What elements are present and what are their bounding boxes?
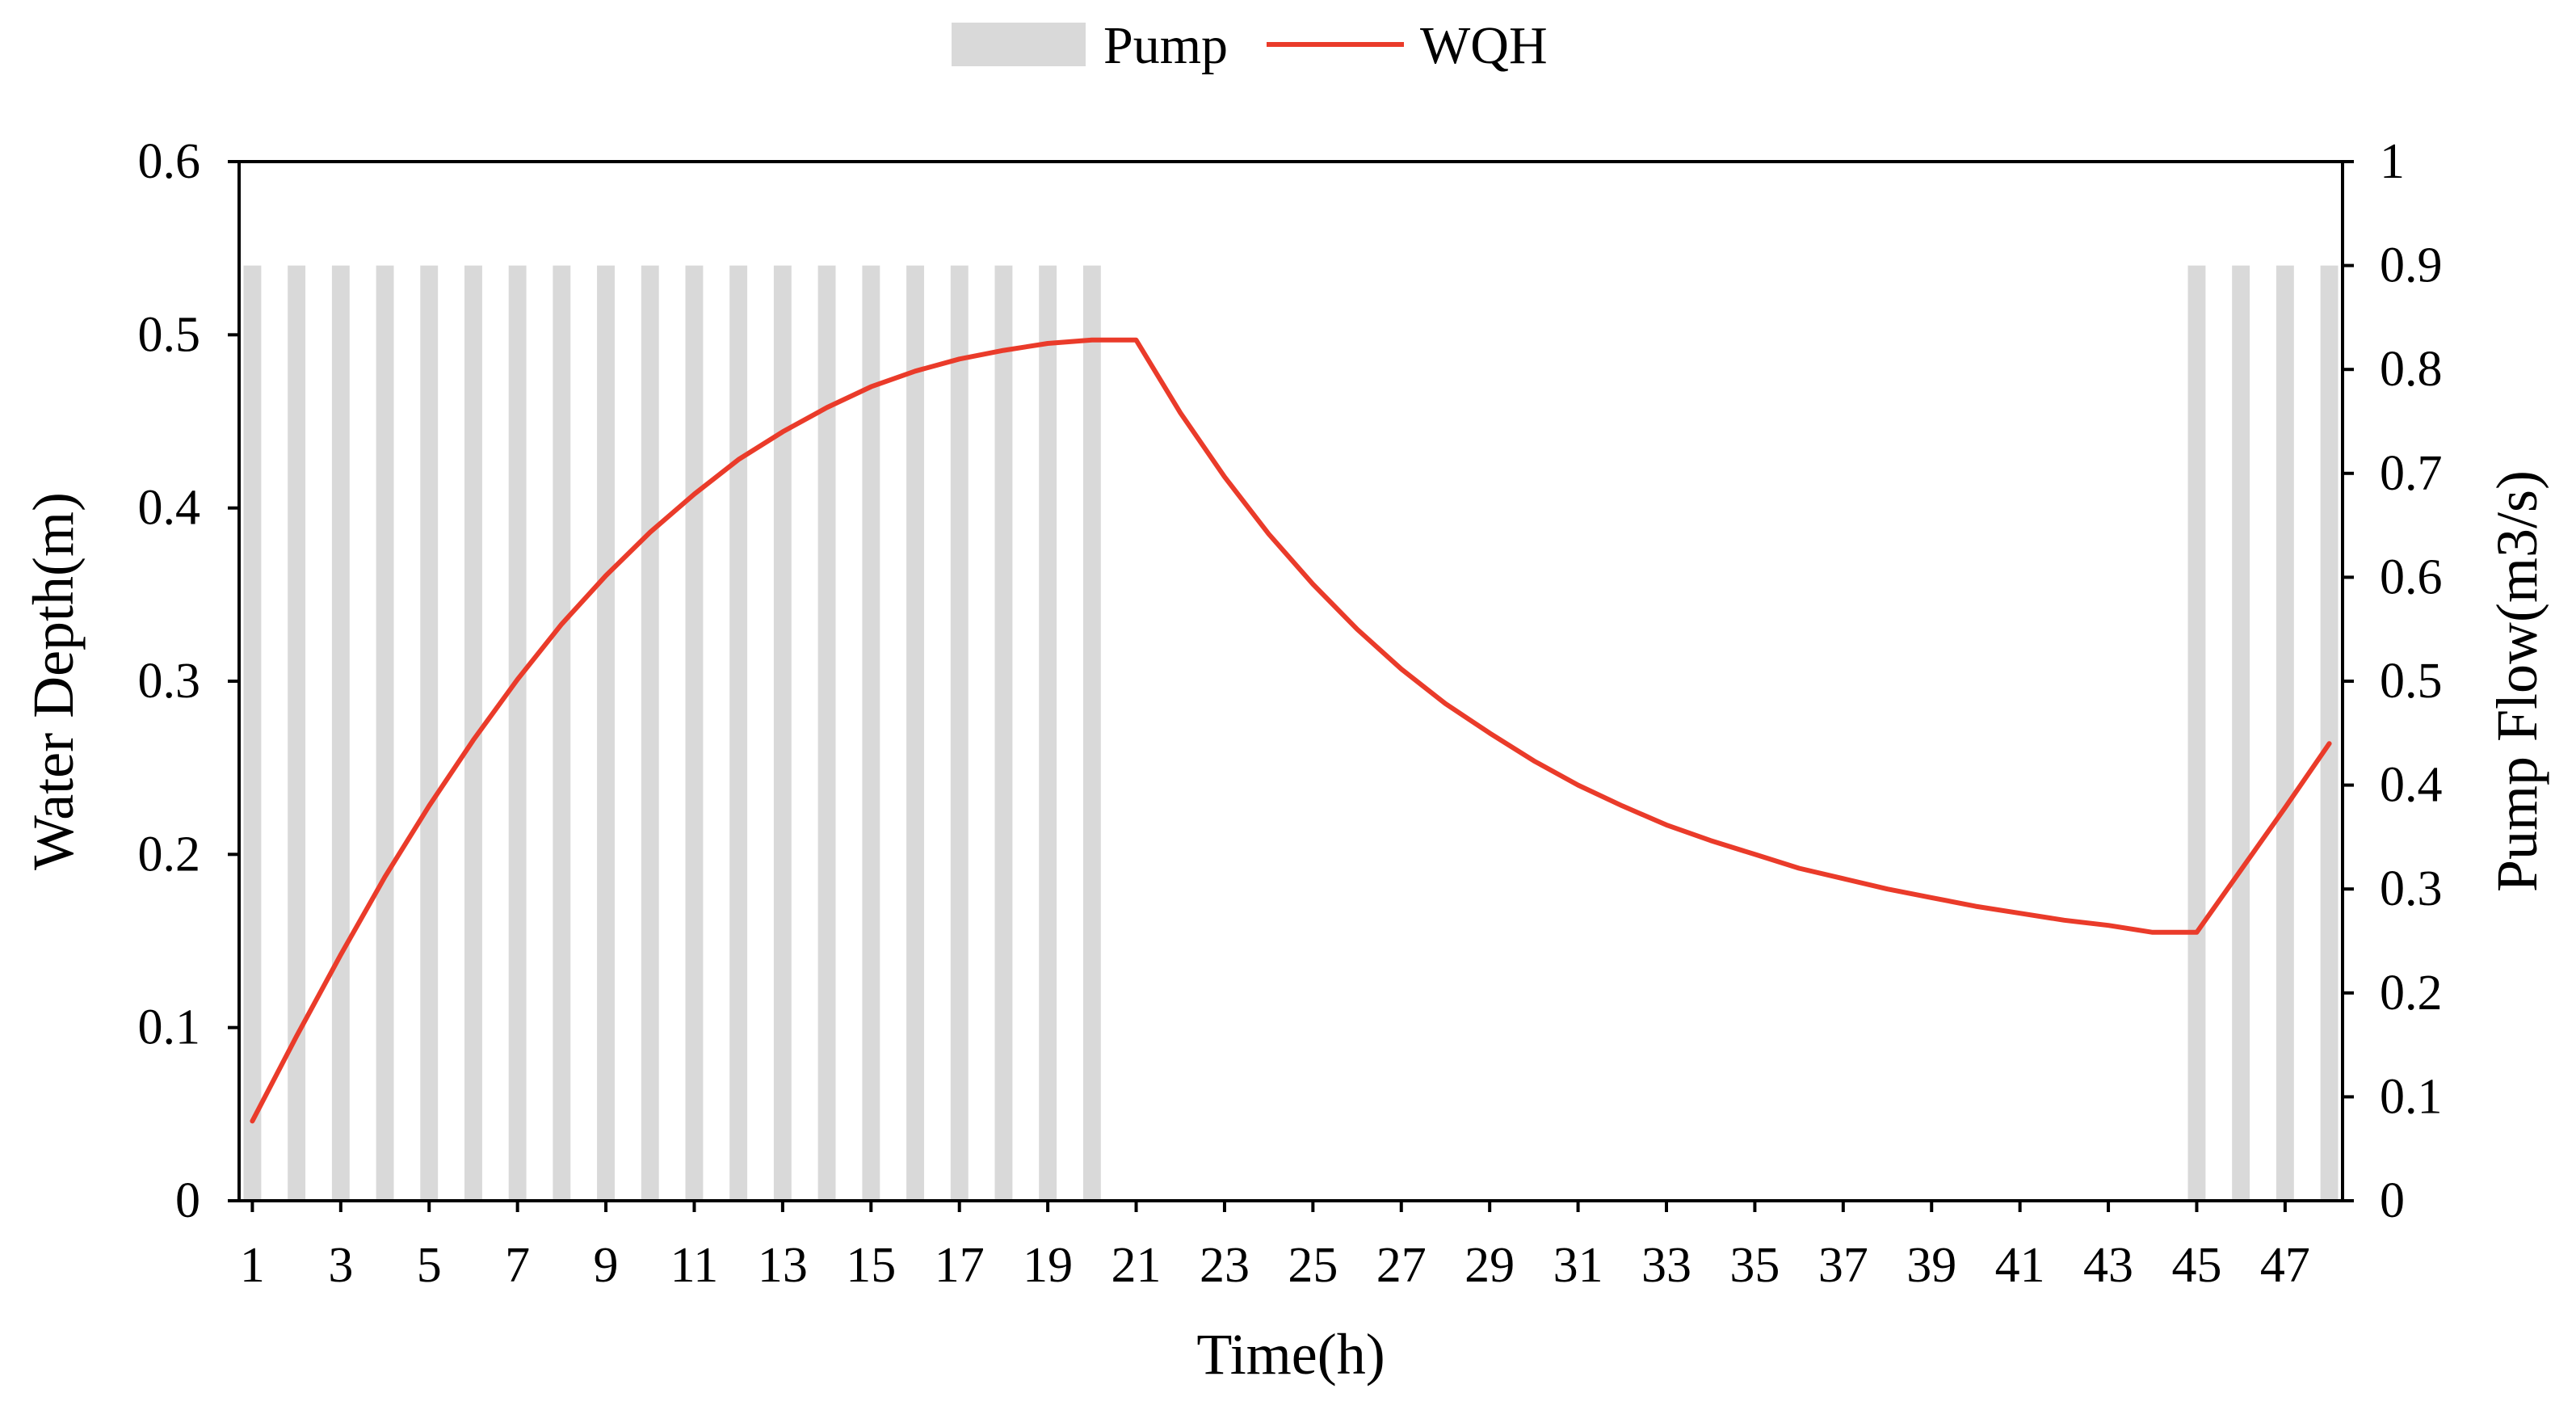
pump-bar xyxy=(243,265,262,1202)
pump-bar xyxy=(2232,265,2250,1202)
x-tick-label: 29 xyxy=(1464,1238,1515,1293)
y-left-tick-label: 0.6 xyxy=(138,134,201,189)
y-right-tick-label: 0.6 xyxy=(2380,549,2443,604)
x-tick-label: 19 xyxy=(1023,1238,1073,1293)
axis-ticks xyxy=(228,160,2354,1212)
pump-bar xyxy=(2187,265,2206,1202)
legend: Pump WQH xyxy=(952,16,1548,75)
tick-labels: 0 0.1 0.2 0.3 0.4 0.5 0.6 0 0.1 0.2 0.3 0.4 0.5 0.6 0.… xyxy=(138,134,2443,1293)
x-tick-label: 1 xyxy=(240,1238,265,1293)
x-tick-label: 17 xyxy=(935,1238,985,1293)
y-left-tick-label: 0 xyxy=(175,1173,200,1228)
x-tick-label: 13 xyxy=(758,1238,808,1293)
y-right-tick-label: 0.8 xyxy=(2380,342,2443,397)
pump-bar xyxy=(729,265,748,1202)
pump-bar xyxy=(1039,265,1057,1202)
y-right-tick-label: 0.1 xyxy=(2380,1069,2443,1124)
y-right-tick-label: 0.7 xyxy=(2380,446,2443,501)
pump-bar xyxy=(376,265,394,1202)
pump-bar xyxy=(641,265,659,1202)
x-tick-label: 11 xyxy=(670,1238,719,1293)
x-tick-label: 5 xyxy=(417,1238,442,1293)
x-tick-label: 31 xyxy=(1553,1238,1603,1293)
y-right-tick-label: 0.9 xyxy=(2380,238,2443,293)
y-right-tick-label: 0 xyxy=(2380,1173,2405,1228)
x-tick-label: 35 xyxy=(1729,1238,1780,1293)
pump-bar xyxy=(685,265,704,1202)
y-left-tick-label: 0.3 xyxy=(138,654,201,709)
pump-bar xyxy=(950,265,969,1202)
y-right-tick-label: 0.3 xyxy=(2380,861,2443,916)
y-right-axis-title: Pump Flow(m3/s) xyxy=(2485,470,2549,892)
x-tick-label: 7 xyxy=(505,1238,530,1293)
pump-bar xyxy=(597,265,615,1202)
x-tick-label: 23 xyxy=(1200,1238,1250,1293)
pump-bar xyxy=(906,265,924,1202)
wqh-line-layer xyxy=(250,337,2332,1124)
x-axis-title: Time(h) xyxy=(1196,1322,1385,1387)
wqh-line xyxy=(250,337,2332,1124)
pump-bar xyxy=(288,265,306,1202)
y-left-tick-label: 0.1 xyxy=(138,1000,201,1055)
x-tick-label: 45 xyxy=(2171,1238,2221,1293)
x-tick-label: 47 xyxy=(2260,1238,2310,1293)
y-right-tick-label: 0.4 xyxy=(2380,758,2443,813)
y-right-tick-label: 0.2 xyxy=(2380,966,2443,1021)
y-left-tick-label: 0.5 xyxy=(138,307,201,362)
pump-bar xyxy=(464,265,482,1202)
x-tick-label: 41 xyxy=(1995,1238,2045,1293)
pump-bar xyxy=(331,265,350,1202)
x-tick-label: 39 xyxy=(1906,1238,1956,1293)
pump-bar xyxy=(2320,265,2339,1202)
pump-bar xyxy=(862,265,880,1202)
legend-pump-label: Pump xyxy=(1103,16,1228,75)
pump-bars xyxy=(243,265,2339,1202)
x-tick-label: 27 xyxy=(1376,1238,1427,1293)
x-tick-label: 21 xyxy=(1112,1238,1162,1293)
x-tick-label: 33 xyxy=(1641,1238,1691,1293)
pump-bar xyxy=(817,265,836,1202)
pump-bar xyxy=(994,265,1013,1202)
x-tick-label: 37 xyxy=(1818,1238,1868,1293)
pump-bar xyxy=(1082,265,1101,1202)
x-tick-label: 15 xyxy=(846,1238,896,1293)
y-left-axis-title: Water Depth(m) xyxy=(21,492,86,870)
pump-bar xyxy=(508,265,527,1202)
x-tick-label: 43 xyxy=(2083,1238,2133,1293)
pump-bar xyxy=(420,265,439,1202)
legend-pump-swatch xyxy=(952,23,1086,66)
y-right-tick-label: 0.5 xyxy=(2380,654,2443,709)
y-left-tick-label: 0.2 xyxy=(138,827,201,882)
pump-bar xyxy=(553,265,571,1202)
y-right-tick-label: 1 xyxy=(2380,134,2405,189)
x-tick-label: 3 xyxy=(328,1238,353,1293)
pump-bar xyxy=(2276,265,2294,1202)
pump-bar xyxy=(773,265,792,1202)
x-tick-label: 9 xyxy=(594,1238,619,1293)
y-left-tick-label: 0.4 xyxy=(138,481,201,536)
legend-wqh-label: WQH xyxy=(1420,16,1548,75)
x-tick-label: 25 xyxy=(1288,1238,1338,1293)
